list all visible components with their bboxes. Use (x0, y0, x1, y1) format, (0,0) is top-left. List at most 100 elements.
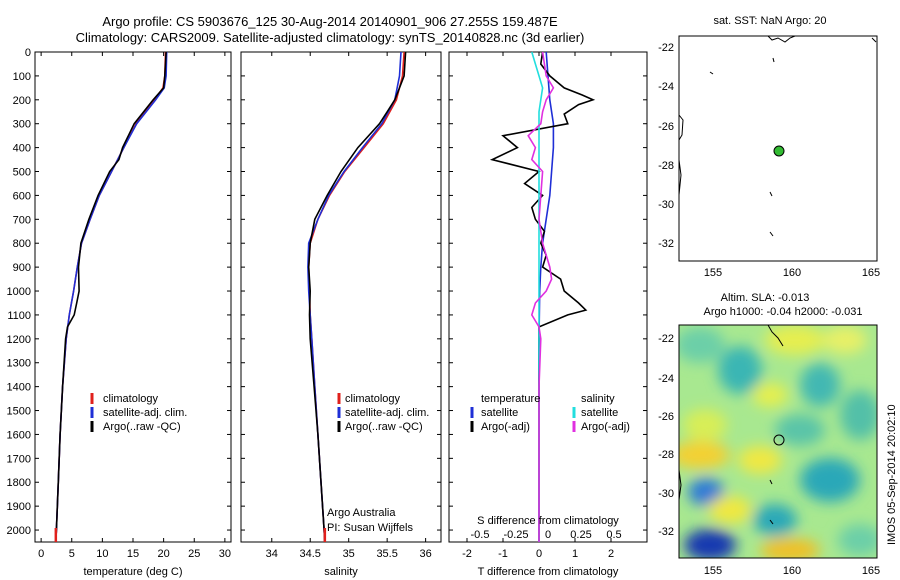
depth-tick-label: 600 (13, 190, 31, 202)
lon-tick-label: 155 (704, 267, 722, 279)
x-tick-label: 1 (572, 548, 578, 560)
salinity-x-axis: 34 34.5 35 35.5 36 (266, 52, 432, 560)
lat-tick-label: -24 (658, 81, 674, 93)
lat-tick-label: -22 (658, 42, 674, 54)
x-tick-label: 25 (188, 548, 200, 560)
sla-map-axes (678, 324, 878, 559)
depth-tick-label: 700 (13, 214, 31, 226)
sst-map-coastlines (678, 35, 877, 237)
sla-map-y-ticks: -22 -24 -26 -28 -30 -32 (658, 333, 674, 538)
depth-tick-label: 500 (13, 167, 31, 179)
header-line1: Argo profile: CS 5903676_125 30-Aug-2014… (102, 14, 558, 29)
depth-tick-label: 1500 (7, 406, 31, 418)
coastline (678, 159, 682, 196)
lat-tick-label: -28 (658, 449, 674, 461)
legend-label-argo: Argo(..raw -QC) (345, 421, 423, 433)
depth-tick-label: 400 (13, 143, 31, 155)
depth-tick-label: 200 (13, 95, 31, 107)
s-tick-label: -0.5 (471, 529, 490, 541)
x-tick-label: -2 (462, 548, 472, 560)
x-tick-label: 10 (96, 548, 108, 560)
legend-label-climatology: climatology (103, 393, 159, 405)
lat-tick-label: -22 (658, 333, 674, 345)
legend-label-argo: Argo(..raw -QC) (103, 421, 181, 433)
legend-label-s-argo: Argo(-adj) (581, 421, 630, 433)
header-line2: Climatology: CARS2009. Satellite-adjuste… (76, 30, 585, 45)
salinity-legend: climatology satellite-adj. clim. Argo(..… (337, 393, 429, 433)
sla-field (679, 325, 877, 558)
legend-label-t-argo: Argo(-adj) (481, 421, 530, 433)
coastline (678, 469, 682, 501)
depth-axis: 0 100 200 300 400 500 600 700 800 900 1000 1100 1200… (7, 47, 231, 537)
series-line-satellite-adj-clim- (55, 51, 168, 543)
lon-tick-label: 165 (862, 267, 880, 279)
depth-tick-label: 300 (13, 119, 31, 131)
coastline (767, 35, 796, 43)
coastline (769, 519, 774, 525)
sla-map-title1: Altim. SLA: -0.013 (721, 292, 810, 304)
legend-label-climatology: climatology (345, 393, 401, 405)
difference-panel: -2 -1 0 1 2 S difference from climatology -0… (448, 51, 648, 578)
argo-position-marker (773, 434, 785, 446)
s-tick-label: -0.25 (503, 529, 528, 541)
lat-tick-label: -26 (658, 121, 674, 133)
depth-tick-label: 1900 (7, 501, 31, 513)
lat-tick-label: -24 (658, 373, 674, 385)
difference-x-axis: -2 -1 0 1 2 (462, 52, 614, 560)
sla-map-panel: Altim. SLA: -0.013 Argo h1000: -0.04 h20… (658, 292, 880, 577)
lon-tick-label: 155 (704, 565, 722, 577)
coastline (769, 479, 773, 485)
x-tick-label: 30 (219, 548, 231, 560)
sla-blobs (679, 325, 877, 558)
sla-map-x-ticks: 155 160 165 (704, 565, 880, 577)
salinity-panel: 34 34.5 35 35.5 36 salinity climatology sate… (240, 51, 442, 578)
series-line-climatology (307, 51, 405, 543)
depth-tick-label: 1200 (7, 334, 31, 346)
depth-tick-label: 1300 (7, 358, 31, 370)
lat-tick-label: -32 (658, 238, 674, 250)
series-line-satellite-adj-clim- (307, 51, 402, 543)
lat-tick-label: -32 (658, 526, 674, 538)
lon-tick-label: 160 (783, 267, 801, 279)
t-difference-label: T difference from climatology (478, 566, 619, 578)
temperature-legend: climatology satellite-adj. clim. Argo(..… (90, 393, 187, 433)
x-tick-label: 35.5 (376, 548, 397, 560)
s-tick-label: 0.5 (606, 529, 621, 541)
lat-tick-label: -30 (658, 488, 674, 500)
temperature-x-axis: 0 5 10 15 20 25 30 (38, 52, 231, 560)
temperature-lines (54, 51, 168, 543)
salinity-axes (240, 51, 442, 543)
x-tick-label: 15 (127, 548, 139, 560)
coastline (769, 231, 774, 237)
coastline (772, 57, 775, 63)
sst-map-y-ticks: -22 -24 -26 -28 -30 -32 (658, 42, 674, 250)
x-tick-label: 20 (158, 548, 170, 560)
legend-label-s-satellite: satellite (581, 407, 618, 419)
sst-map-title: sat. SST: NaN Argo: 20 (713, 15, 826, 27)
x-tick-label: 35 (343, 548, 355, 560)
salinity-xlabel: salinity (324, 566, 358, 578)
lat-tick-label: -26 (658, 411, 674, 423)
depth-tick-label: 1600 (7, 429, 31, 441)
imos-watermark: IMOS 05-Sep-2014 20:02:10 (886, 404, 898, 545)
depth-tick-label: 1000 (7, 286, 31, 298)
series-line-temperature-argo-adj- (489, 51, 596, 542)
temperature-xlabel: temperature (deg C) (83, 566, 182, 578)
x-tick-label: -1 (498, 548, 508, 560)
lat-tick-label: -30 (658, 199, 674, 211)
argo-position-marker (773, 145, 785, 157)
difference-axes (448, 51, 648, 543)
difference-lines (489, 51, 596, 542)
x-tick-label: 0 (536, 548, 542, 560)
series-line-argo-raw-qc- (55, 51, 167, 543)
difference-y-ticks (449, 51, 647, 531)
temperature-panel: 0100200300400500600700800900100011001200… (7, 47, 232, 578)
legend-label-satellite: satellite-adj. clim. (103, 407, 187, 419)
series-line-salinity-argo-adj- (527, 51, 555, 542)
depth-tick-label: 1100 (7, 310, 31, 322)
coastline (709, 71, 714, 75)
x-tick-label: 2 (608, 548, 614, 560)
depth-tick-label: 1700 (7, 453, 31, 465)
x-tick-label: 34.5 (300, 548, 321, 560)
